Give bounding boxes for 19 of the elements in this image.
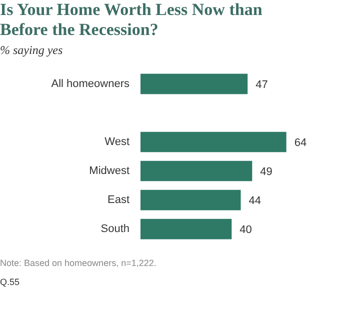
- y-tick-label: All homeowners: [51, 78, 130, 90]
- y-tick-label: East: [107, 194, 130, 206]
- data-label: 47: [256, 79, 268, 92]
- data-label: 44: [248, 195, 262, 208]
- text: Q.55: [0, 276, 20, 289]
- y-tick-label: West: [104, 136, 130, 148]
- data-label: 40: [240, 224, 252, 236]
- bar: [140, 219, 232, 240]
- bar: [140, 74, 248, 94]
- data-label: 49: [260, 166, 272, 178]
- data-label: 64: [294, 137, 307, 150]
- bar: [140, 160, 252, 182]
- bar: [140, 190, 241, 210]
- bar: [140, 132, 286, 152]
- text: Note: Based on homeowners, n=1,222.: [0, 257, 156, 270]
- y-tick-label: Midwest: [89, 165, 130, 178]
- text: % saying yes: [0, 42, 63, 59]
- chart-title: Is Your Home Worth Less Now than Before the Recession?: [0, 0, 264, 40]
- y-tick-label: South: [100, 223, 130, 236]
